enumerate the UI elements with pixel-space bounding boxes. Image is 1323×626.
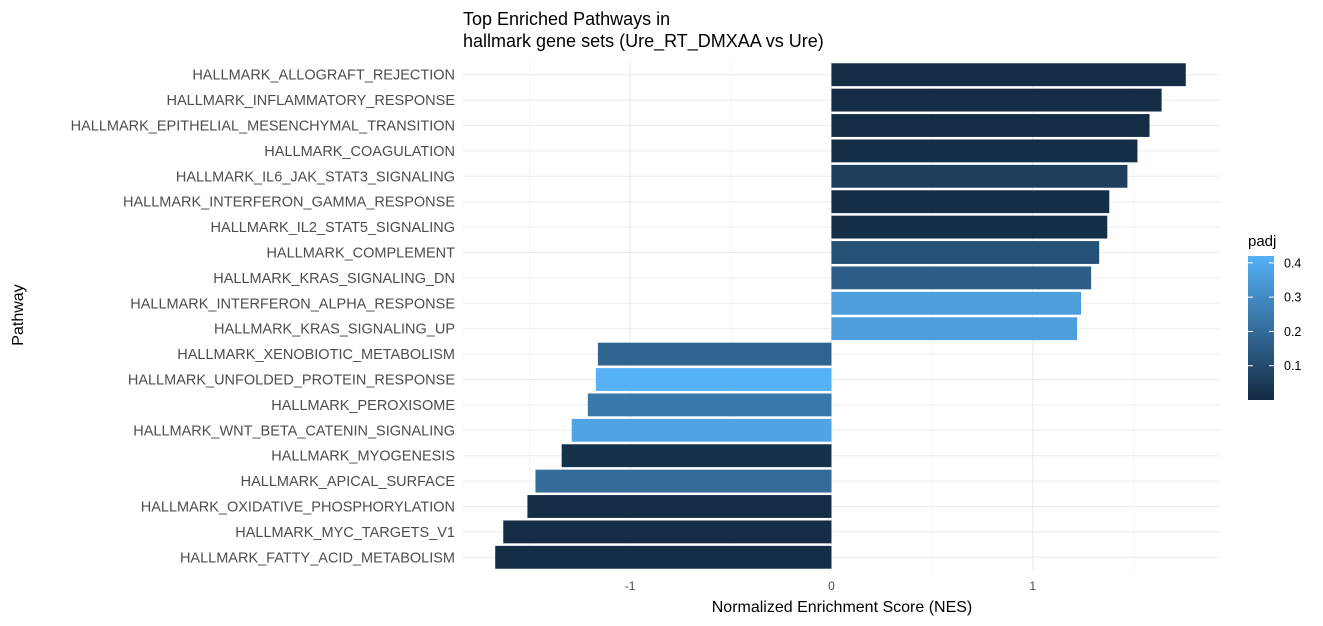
y-tick-label: HALLMARK_WNT_BETA_CATENIN_SIGNALING: [133, 423, 455, 439]
legend-ticks: 0.1 0.2 0.3 0.4: [1248, 256, 1301, 373]
bar: [831, 215, 1108, 239]
bars: [495, 63, 1186, 569]
bar: [587, 393, 832, 417]
y-tick-label: HALLMARK_COMPLEMENT: [266, 246, 455, 262]
y-tick-label: HALLMARK_UNFOLDED_PROTEIN_RESPONSE: [128, 373, 455, 389]
bar: [831, 88, 1162, 112]
x-tick-label: 1: [1029, 579, 1036, 593]
y-tick-label: HALLMARK_EPITHELIAL_MESENCHYMAL_TRANSITI…: [71, 119, 455, 135]
y-tick-label: HALLMARK_IL2_STAT5_SIGNALING: [211, 220, 455, 236]
y-tick-label: HALLMARK_MYC_TARGETS_V1: [235, 525, 455, 541]
bar: [831, 114, 1150, 137]
x-tick-label: -1: [625, 579, 636, 593]
chart-title-line-1: Top Enriched Pathways in: [463, 9, 670, 29]
y-tick-label: HALLMARK_OXIDATIVE_PHOSPHORYLATION: [141, 500, 455, 516]
bar: [831, 241, 1100, 264]
y-tick-label: HALLMARK_COAGULATION: [264, 144, 455, 160]
grid: [463, 62, 1220, 570]
bar: [831, 139, 1138, 163]
legend-tick-label: 0.3: [1284, 291, 1301, 305]
legend-tick-label: 0.4: [1284, 256, 1301, 270]
bar: [495, 545, 832, 569]
legend-tick-label: 0.2: [1284, 325, 1301, 339]
y-tick-label: HALLMARK_KRAS_SIGNALING_UP: [214, 322, 455, 338]
chart-title-line-2: hallmark gene sets (Ure_RT_DMXAA vs Ure): [463, 31, 824, 52]
bar: [831, 190, 1110, 214]
bar: [571, 418, 832, 442]
x-axis-label: Normalized Enrichment Score (NES): [712, 599, 973, 616]
y-tick-label: HALLMARK_XENOBIOTIC_METABOLISM: [177, 347, 455, 363]
y-tick-label: HALLMARK_APICAL_SURFACE: [241, 474, 456, 490]
bar: [597, 342, 832, 366]
legend: padj 0.1 0.2 0.3 0.4: [1248, 233, 1301, 400]
legend-tick-label: 0.1: [1284, 359, 1301, 373]
y-tick-label: HALLMARK_KRAS_SIGNALING_DN: [213, 271, 455, 287]
y-tick-label: HALLMARK_INTERFERON_ALPHA_RESPONSE: [130, 296, 455, 312]
bar: [595, 368, 832, 391]
y-tick-label: HALLMARK_IL6_JAK_STAT3_SIGNALING: [176, 169, 455, 185]
y-axis-label: Pathway: [10, 284, 27, 345]
bar: [527, 495, 832, 518]
bar: [831, 291, 1082, 315]
legend-title: padj: [1248, 233, 1276, 250]
x-tick-labels: -1 0 1: [625, 579, 1037, 593]
legend-colorbar: [1248, 256, 1274, 400]
y-tick-labels: HALLMARK_ALLOGRAFT_REJECTION HALLMARK_INF…: [71, 68, 456, 567]
bar: [503, 520, 832, 544]
y-tick-label: HALLMARK_INFLAMMATORY_RESPONSE: [167, 93, 456, 109]
bar: [561, 444, 832, 468]
y-tick-label: HALLMARK_INTERFERON_GAMMA_RESPONSE: [123, 195, 455, 211]
x-tick-label: 0: [828, 579, 835, 593]
bar: [831, 266, 1092, 290]
bar: [831, 164, 1128, 188]
bar: [535, 469, 832, 493]
y-tick-label: HALLMARK_MYOGENESIS: [271, 449, 455, 465]
y-tick-label: HALLMARK_FATTY_ACID_METABOLISM: [180, 550, 455, 566]
bar: [831, 63, 1186, 87]
y-tick-label: HALLMARK_PEROXISOME: [271, 398, 455, 414]
y-tick-label: HALLMARK_ALLOGRAFT_REJECTION: [192, 68, 455, 84]
bar: [831, 317, 1078, 341]
